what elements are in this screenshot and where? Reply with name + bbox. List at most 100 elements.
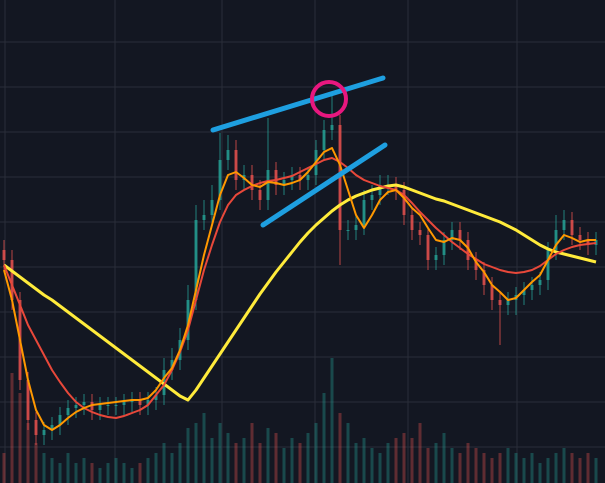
candle-body (74, 405, 78, 408)
candle-body (394, 185, 398, 190)
volume-bar (314, 423, 318, 483)
volume-bar (402, 433, 406, 483)
volume-bar (66, 453, 70, 483)
volume-bar (194, 423, 198, 483)
candle-body (234, 150, 238, 180)
volume-bar (234, 443, 238, 483)
candle-body (34, 420, 38, 435)
candle-body (298, 175, 302, 180)
candle-body (370, 195, 374, 200)
candle-body (554, 230, 558, 250)
candle-body (154, 395, 158, 400)
volume-bar (34, 443, 38, 483)
trend-line (210, 75, 386, 133)
candle-body (306, 175, 310, 180)
candle-body (274, 170, 278, 185)
volume-bar (546, 458, 550, 483)
candle-body (122, 402, 126, 405)
candle-body (82, 402, 86, 405)
candle-body (266, 170, 270, 200)
volume-bar (538, 463, 542, 483)
volume-bar (26, 423, 30, 483)
candle-body (458, 230, 462, 240)
annotations (210, 75, 388, 228)
volume-bar (346, 423, 350, 483)
volume-bar (362, 438, 366, 483)
candle-body (58, 415, 62, 425)
volume-bar (354, 443, 358, 483)
volume-bar (114, 458, 118, 483)
volume-bar (570, 453, 574, 483)
candle-body (418, 230, 422, 235)
moving-average-line (3, 157, 597, 419)
volume-bar (130, 468, 134, 483)
candle-body (114, 405, 118, 406)
volume-bar (386, 443, 390, 483)
candle-body (530, 285, 534, 290)
candle-body (578, 235, 582, 240)
volume-bar (226, 433, 230, 483)
volume-bar (594, 458, 598, 483)
volume-bar (138, 463, 142, 483)
line-layer (3, 147, 597, 431)
volume-bar (274, 433, 278, 483)
candle-body (170, 360, 174, 370)
trend-line (260, 142, 388, 228)
candle-body (98, 405, 102, 410)
candle-body (562, 220, 566, 230)
candle-body (322, 130, 326, 150)
candle-body (226, 150, 230, 160)
volume-bar (498, 453, 502, 483)
candle-body (426, 235, 430, 260)
candle-body (50, 425, 54, 430)
candle-body (186, 300, 190, 340)
volume-bar (522, 458, 526, 483)
volume-bar (394, 438, 398, 483)
volume-bar (338, 413, 342, 483)
volume-layer (2, 358, 598, 483)
volume-bar (586, 453, 590, 483)
volume-bar (466, 443, 470, 483)
candle-body (546, 250, 550, 280)
candle-body (66, 408, 70, 415)
volume-bar (370, 448, 374, 483)
candle-body (138, 400, 142, 405)
volume-bar (506, 448, 510, 483)
candle-body (482, 270, 486, 285)
candle-body (250, 175, 254, 190)
candle-body (570, 220, 574, 235)
volume-bar (178, 443, 182, 483)
candle-body (538, 280, 542, 285)
highlight-circle (310, 80, 348, 118)
candle-body (434, 255, 438, 260)
volume-bar (562, 448, 566, 483)
volume-bar (162, 443, 166, 483)
volume-bar (282, 448, 286, 483)
candle-body (290, 175, 294, 180)
volume-bar (306, 433, 310, 483)
volume-bar (490, 458, 494, 483)
candle-body (402, 190, 406, 215)
volume-bar (578, 458, 582, 483)
moving-average-line (3, 183, 597, 402)
volume-bar (482, 453, 486, 483)
candle-body (10, 260, 14, 300)
candle-body (378, 185, 382, 195)
volume-bar (50, 458, 54, 483)
volume-bar (154, 453, 158, 483)
volume-bar (58, 463, 62, 483)
candle-body (210, 200, 214, 215)
volume-bar (74, 463, 78, 483)
candle-body (498, 300, 502, 305)
volume-bar (250, 423, 254, 483)
volume-bar (202, 413, 206, 483)
candle-body (282, 180, 286, 185)
candle-body (346, 230, 350, 231)
volume-bar (42, 453, 46, 483)
volume-bar (530, 453, 534, 483)
candle-body (218, 160, 222, 200)
volume-bar (210, 438, 214, 483)
volume-bar (98, 468, 102, 483)
volume-bar (266, 428, 270, 483)
